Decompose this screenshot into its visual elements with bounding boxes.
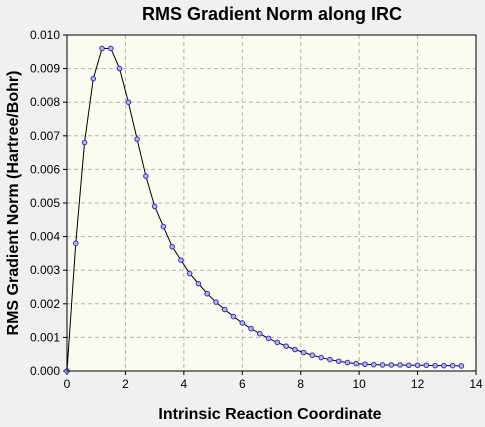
- y-tick-label: 0.001: [30, 330, 60, 344]
- x-axis-label: Intrinsic Reaction Coordinate: [158, 406, 381, 423]
- x-tick-label: 12: [411, 377, 425, 391]
- x-tick-label: 10: [352, 377, 366, 391]
- chart-title: RMS Gradient Norm along IRC: [142, 4, 402, 24]
- data-point: [283, 343, 289, 349]
- data-point: [116, 65, 123, 72]
- data-point: [151, 203, 158, 210]
- data-point: [265, 335, 272, 342]
- data-point: [213, 299, 219, 305]
- data-point: [397, 362, 403, 368]
- data-point: [257, 330, 263, 337]
- data-point: [379, 362, 386, 368]
- data-point: [414, 362, 421, 369]
- axis-ticks: 0.000 0.001 0.002 0.003 0.004 0.005 0.006 0.007…: [30, 28, 483, 391]
- y-tick-label: 0.010: [30, 28, 60, 42]
- data-point: [353, 360, 360, 367]
- data-point: [274, 339, 281, 346]
- y-tick-label: 0.008: [30, 95, 60, 109]
- y-tick-label: 0.009: [30, 62, 60, 76]
- data-point: [160, 223, 167, 230]
- data-point: [230, 313, 237, 320]
- data-point: [90, 75, 97, 82]
- plot-border: [66, 34, 477, 372]
- data-point: [423, 362, 430, 369]
- x-tick-label: 2: [122, 377, 129, 391]
- y-tick-label: 0.000: [30, 364, 60, 378]
- data-point: [309, 352, 316, 359]
- data-point: [458, 363, 465, 369]
- data-point: [300, 349, 307, 356]
- data-point: [344, 359, 351, 366]
- data-point: [406, 362, 412, 369]
- x-tick-label: 14: [469, 377, 483, 391]
- data-point: [72, 240, 79, 247]
- data-point: [221, 306, 228, 313]
- data-point: [318, 354, 324, 361]
- y-tick-label: 0.004: [30, 230, 60, 244]
- data-series: [64, 34, 477, 374]
- data-point: [178, 257, 184, 263]
- data-point: [204, 290, 211, 297]
- y-tick-label: 0.007: [30, 129, 60, 143]
- x-tick-label: 6: [239, 377, 246, 391]
- data-point: [99, 45, 105, 52]
- y-tick-label: 0.006: [30, 162, 60, 176]
- y-tick-label: 0.002: [30, 297, 60, 311]
- y-tick-label: 0.003: [30, 263, 60, 277]
- x-tick-label: 4: [181, 377, 188, 391]
- data-point: [335, 358, 342, 365]
- y-axis-label: RMS Gradient Norm (Hartree/Bohr): [5, 71, 22, 336]
- x-tick-label: 8: [297, 377, 304, 391]
- data-point: [248, 325, 254, 332]
- data-point: [449, 362, 456, 369]
- x-tick-label: 0: [64, 377, 71, 391]
- data-point: [81, 139, 88, 146]
- data-point: [169, 243, 175, 250]
- data-point: [327, 356, 333, 363]
- data-point: [108, 45, 114, 52]
- data-point: [292, 346, 298, 353]
- data-point: [441, 362, 447, 369]
- data-point: [370, 361, 377, 368]
- data-point: [362, 361, 368, 368]
- data-point: [388, 362, 395, 368]
- data-point: [195, 280, 202, 287]
- data-point: [239, 320, 246, 326]
- data-point: [134, 136, 140, 142]
- data-point: [143, 173, 149, 179]
- data-point: [125, 99, 132, 105]
- data-point: [186, 270, 193, 277]
- y-tick-label: 0.005: [30, 196, 60, 210]
- data-point: [432, 362, 438, 369]
- series-line: [66, 47, 462, 372]
